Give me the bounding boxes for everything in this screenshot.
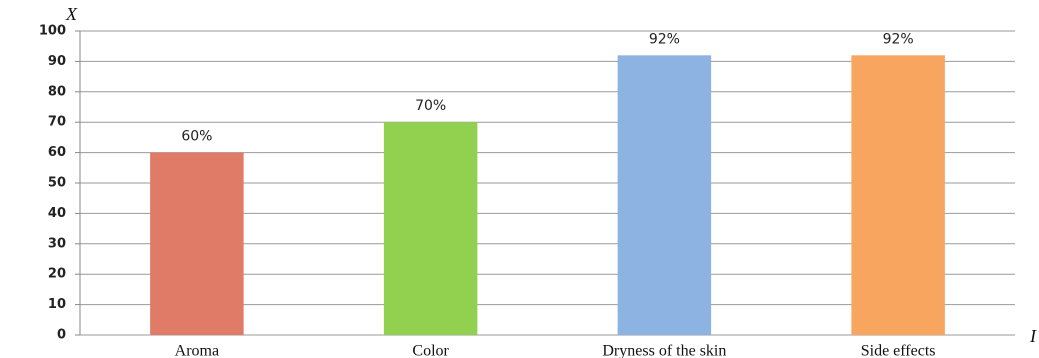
y-tick-label: 0 [57,328,66,343]
x-tick-label: Dryness of the skin [602,343,726,358]
bar [851,55,945,335]
y-axis-label: X [65,4,78,24]
value-label: 70% [415,98,446,114]
bar [150,152,244,335]
y-tick-label: 30 [48,236,66,251]
value-label: 92% [649,31,680,47]
bar [617,55,712,335]
x-axis-label: I [1029,326,1037,346]
y-tick-label: 50 [48,176,66,191]
value-label: 92% [883,31,914,47]
y-tick-label: 20 [48,267,66,282]
x-tick-label: Color [412,343,449,358]
y-tick-label: 40 [48,206,66,221]
y-tick-label: 60 [48,145,66,160]
y-tick-label: 90 [48,54,66,69]
x-tick-label: Side effects [861,343,936,358]
y-tick-label: 10 [48,297,66,312]
y-tick-label: 100 [39,24,66,39]
y-tick-label: 70 [48,115,66,130]
value-label: 60% [181,129,212,145]
x-tick-label: Aroma [175,343,219,358]
y-tick-label: 80 [48,84,66,99]
bar [383,122,478,335]
